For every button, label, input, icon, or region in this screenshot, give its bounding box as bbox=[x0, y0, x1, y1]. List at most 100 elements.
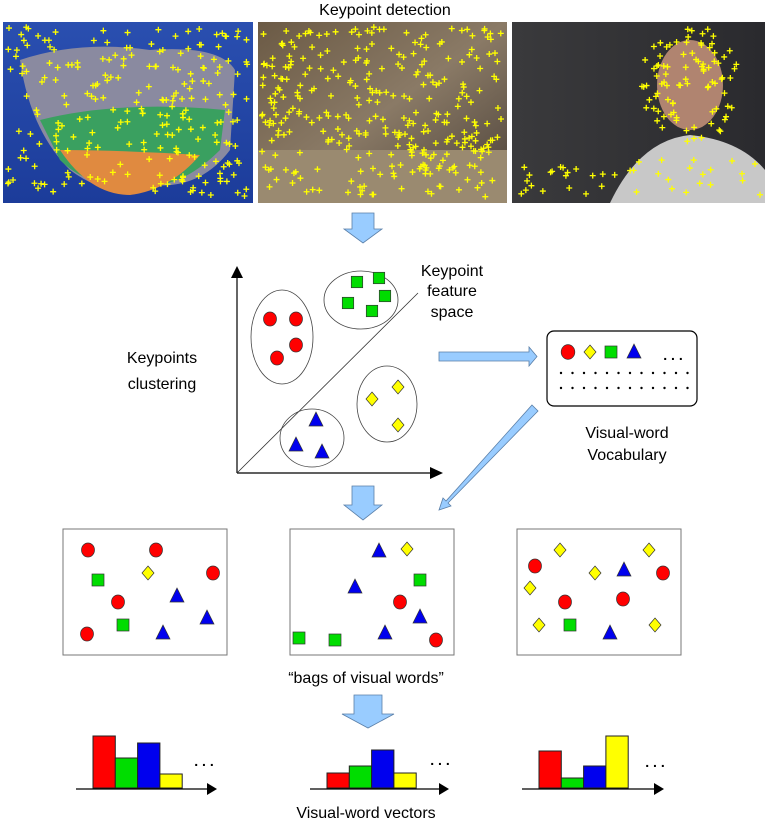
keypoint-marker bbox=[128, 52, 135, 59]
keypoint-marker bbox=[316, 32, 323, 39]
keypoint-marker bbox=[373, 87, 380, 94]
keypoint-marker bbox=[731, 65, 738, 72]
keypoint-marker bbox=[186, 152, 193, 159]
keypoint-marker bbox=[432, 140, 439, 147]
histogram-more-2: . . . bbox=[430, 752, 449, 768]
keypoint-marker bbox=[696, 180, 703, 187]
vocabulary-dot bbox=[628, 386, 632, 390]
keypoint-marker bbox=[357, 183, 364, 190]
keypoint-marker bbox=[101, 178, 108, 185]
keypoint-marker bbox=[422, 122, 429, 129]
keypoint-marker bbox=[23, 155, 30, 162]
keypoint-marker bbox=[164, 112, 171, 119]
keypoint-marker bbox=[55, 119, 62, 126]
keypoint-marker bbox=[459, 89, 466, 96]
keypoint-marker bbox=[400, 54, 407, 61]
keypoint-marker bbox=[669, 99, 676, 106]
keypoint-marker bbox=[709, 40, 716, 47]
keypoint-marker bbox=[291, 43, 298, 50]
keypoint-marker bbox=[404, 122, 411, 129]
keypoint-marker bbox=[87, 174, 94, 181]
keypoint-marker bbox=[673, 114, 680, 121]
keypoint-marker bbox=[494, 105, 501, 112]
keypoint-marker bbox=[34, 111, 41, 118]
photo-face bbox=[512, 22, 765, 203]
keypoint-marker bbox=[225, 109, 232, 116]
vocabulary-dot bbox=[686, 371, 689, 375]
keypoint-marker bbox=[689, 50, 696, 57]
keypoint-marker bbox=[126, 141, 133, 148]
keypoint-marker bbox=[583, 190, 590, 197]
keypoint-marker bbox=[314, 166, 321, 173]
keypoint-marker bbox=[451, 163, 458, 170]
keypoint-marker bbox=[302, 30, 309, 37]
keypoint-marker bbox=[124, 29, 131, 36]
red-circle-word bbox=[80, 626, 94, 642]
keypoint-marker bbox=[448, 133, 455, 140]
vocabulary-label-2: Vocabulary bbox=[587, 447, 666, 464]
histogram-bar-blue bbox=[583, 765, 607, 789]
keypoint-marker bbox=[61, 92, 68, 99]
keypoint-marker bbox=[497, 30, 504, 37]
keypoint-marker bbox=[294, 92, 301, 99]
keypoint-marker bbox=[230, 171, 237, 178]
keypoint-marker bbox=[444, 111, 451, 118]
keypoint-marker bbox=[394, 142, 401, 149]
keypoint-marker bbox=[174, 66, 181, 73]
keypoint-marker bbox=[695, 58, 702, 65]
keypoint-marker bbox=[477, 169, 484, 176]
red-circle-word bbox=[111, 594, 125, 610]
keypoint-marker bbox=[269, 63, 276, 70]
visual-word-histogram-2 bbox=[310, 749, 449, 795]
keypoint-marker bbox=[728, 104, 735, 111]
keypoint-marker bbox=[135, 89, 142, 96]
keypoint-marker bbox=[476, 87, 483, 94]
keypoint-marker bbox=[406, 117, 413, 124]
keypoint-marker bbox=[36, 140, 43, 147]
keypoint-marker bbox=[159, 122, 166, 129]
keypoint-marker bbox=[522, 187, 529, 194]
keypoint-marker bbox=[200, 64, 207, 71]
bag-image-1 bbox=[62, 528, 228, 656]
keypoint-marker bbox=[363, 59, 370, 66]
yellow-diamond-word bbox=[588, 565, 602, 581]
histogram-bar-red bbox=[326, 772, 350, 789]
keypoint-marker bbox=[478, 179, 485, 186]
keypoint-marker bbox=[55, 126, 62, 133]
yellow-diamond-word bbox=[365, 391, 379, 407]
keypoint-marker bbox=[109, 169, 116, 176]
keypoint-marker bbox=[84, 114, 91, 121]
blue-triangle-word bbox=[377, 624, 393, 640]
keypoint-marker bbox=[268, 137, 275, 144]
keypoint-marker bbox=[486, 51, 493, 58]
keypoint-marker bbox=[52, 29, 59, 36]
red-circle-word bbox=[393, 594, 407, 610]
keypoint-marker bbox=[388, 45, 395, 52]
green-square-word bbox=[372, 271, 386, 285]
histogram-bar-yellow bbox=[159, 773, 183, 789]
keypoint-marker bbox=[657, 39, 664, 46]
red-circle-word bbox=[528, 558, 542, 574]
keypoint-marker bbox=[234, 33, 241, 40]
keypoint-marker bbox=[680, 51, 687, 58]
keypoint-marker bbox=[292, 168, 299, 175]
keypoint-marker bbox=[378, 65, 385, 72]
keypoint-marker bbox=[117, 161, 124, 168]
keypoint-marker bbox=[84, 145, 91, 152]
keypoint-marker bbox=[216, 91, 223, 98]
keypoint-marker bbox=[198, 189, 205, 196]
keypoint-marker bbox=[406, 141, 413, 148]
histogram-bar-blue bbox=[371, 749, 395, 789]
keypoint-marker bbox=[219, 30, 226, 37]
keypoint-marker bbox=[354, 45, 361, 52]
keypoint-marker bbox=[262, 119, 269, 126]
keypoint-marker bbox=[202, 96, 209, 103]
keypoint-marker bbox=[15, 128, 22, 135]
keypoint-marker bbox=[611, 171, 618, 178]
keypoint-marker bbox=[398, 65, 405, 72]
keypoint-marker bbox=[721, 116, 728, 123]
keypoint-marker bbox=[156, 48, 163, 55]
keypoint-marker bbox=[223, 139, 230, 146]
keypoint-marker bbox=[112, 52, 119, 59]
keypoint-marker bbox=[13, 47, 20, 54]
